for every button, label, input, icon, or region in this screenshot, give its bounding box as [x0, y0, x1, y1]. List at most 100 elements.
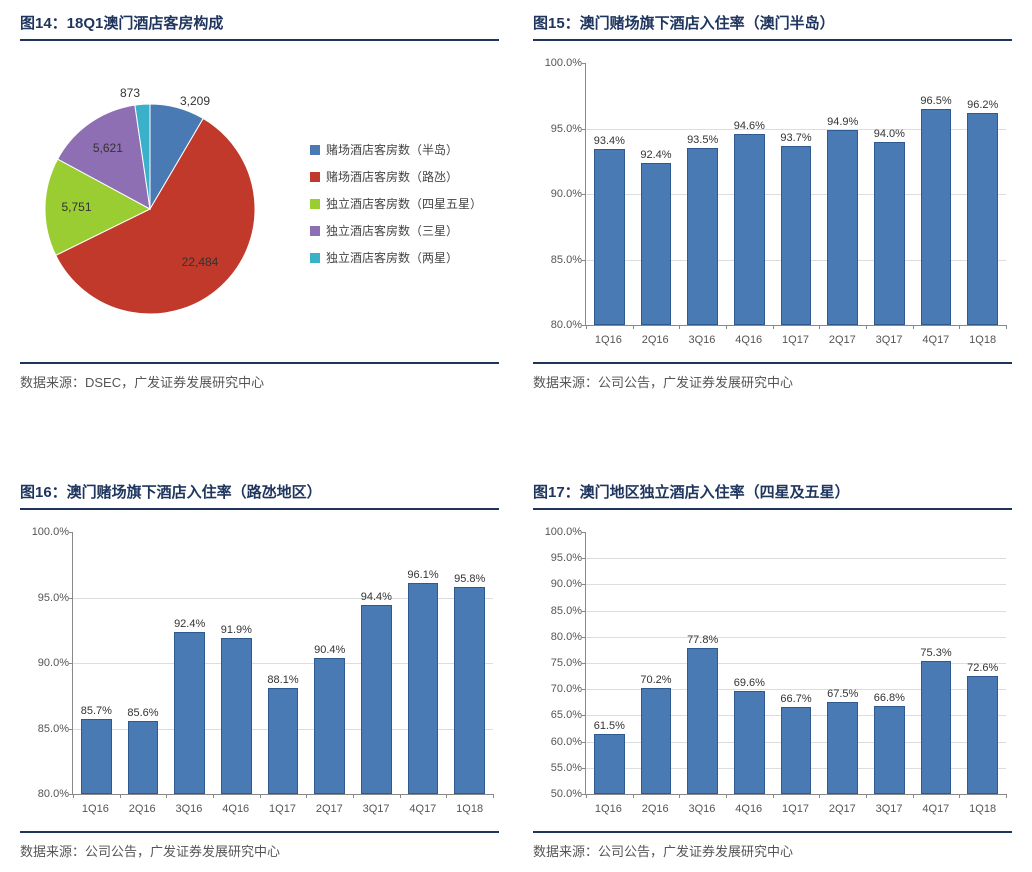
- bar-slot: 93.4%: [586, 63, 633, 325]
- x-axis-label: 1Q18: [959, 799, 1006, 823]
- bar-value-label: 66.8%: [874, 692, 905, 704]
- bar: [967, 113, 998, 325]
- bar-slot: 88.1%: [260, 532, 307, 794]
- x-axis-label: 1Q16: [72, 799, 119, 823]
- pie-canvas: 3,20922,4845,7515,621873: [20, 79, 300, 329]
- y-axis-label: 100.0%: [32, 526, 73, 538]
- bar: [687, 648, 718, 794]
- x-axis-label: 2Q17: [819, 330, 866, 354]
- y-axis-label: 80.0%: [551, 319, 586, 331]
- pie-value-label: 873: [120, 86, 140, 100]
- bar-chart: 50.0%55.0%60.0%65.0%70.0%75.0%80.0%85.0%…: [533, 522, 1012, 823]
- x-axis-label: 4Q17: [399, 799, 446, 823]
- bar-value-label: 61.5%: [594, 720, 625, 732]
- y-axis-label: 95.0%: [551, 552, 586, 564]
- y-axis-label: 60.0%: [551, 736, 586, 748]
- x-axis-label: 3Q16: [166, 799, 213, 823]
- panel-source: 数据来源：公司公告，广发证券发展研究中心: [533, 831, 1012, 860]
- x-axis-label: 1Q17: [259, 799, 306, 823]
- pie-legend: 赌场酒店客房数（半岛）赌场酒店客房数（路氹）独立酒店客房数（四星五星）独立酒店客…: [310, 131, 482, 276]
- pie-value-label: 22,484: [182, 255, 219, 269]
- bar: [594, 149, 625, 325]
- panel-fig14: 图14：18Q1澳门酒店客房构成 3,20922,4845,7515,62187…: [20, 12, 499, 391]
- bar: [967, 676, 998, 794]
- bar: [128, 721, 159, 794]
- y-axis-label: 80.0%: [551, 631, 586, 643]
- bar-value-label: 94.0%: [874, 128, 905, 140]
- bar-slot: 96.2%: [959, 63, 1006, 325]
- legend-item: 独立酒店客房数（四星五星）: [310, 195, 482, 212]
- bar: [781, 707, 812, 795]
- x-axis-label: 1Q17: [772, 799, 819, 823]
- bar-value-label: 91.9%: [221, 624, 252, 636]
- bar-value-label: 85.7%: [81, 705, 112, 717]
- y-axis-label: 100.0%: [545, 526, 586, 538]
- bar-slot: 66.8%: [866, 532, 913, 794]
- legend-swatch: [310, 145, 320, 155]
- panel-source: 数据来源：公司公告，广发证券发展研究中心: [20, 831, 499, 860]
- x-axis-label: 2Q16: [632, 799, 679, 823]
- panel-title: 图17：澳门地区独立酒店入住率（四星及五星）: [533, 481, 1012, 510]
- bar: [641, 163, 672, 325]
- bar-slot: 92.4%: [166, 532, 213, 794]
- bar-value-label: 90.4%: [314, 644, 345, 656]
- bar-slot: 69.6%: [726, 532, 773, 794]
- y-axis-label: 90.0%: [38, 657, 73, 669]
- panel-title: 图16：澳门赌场旗下酒店入住率（路氹地区）: [20, 481, 499, 510]
- pie-value-label: 5,751: [61, 199, 91, 213]
- legend-item: 赌场酒店客房数（路氹）: [310, 168, 482, 185]
- bar-value-label: 95.8%: [454, 573, 485, 585]
- bar-slot: 85.6%: [120, 532, 167, 794]
- bar-value-label: 94.9%: [827, 116, 858, 128]
- bar-value-label: 70.2%: [640, 674, 671, 686]
- bar-value-label: 69.6%: [734, 677, 765, 689]
- bar-slot: 72.6%: [959, 532, 1006, 794]
- legend-label: 独立酒店客房数（两星）: [326, 249, 458, 266]
- x-axis-label: 1Q18: [446, 799, 493, 823]
- bar-chart: 80.0%85.0%90.0%95.0%100.0%93.4%92.4%93.5…: [533, 53, 1012, 354]
- bar: [874, 706, 905, 794]
- bar-value-label: 88.1%: [267, 674, 298, 686]
- panel-source: 数据来源：DSEC，广发证券发展研究中心: [20, 362, 499, 391]
- bar-value-label: 96.1%: [407, 569, 438, 581]
- bar: [921, 109, 952, 325]
- bar-slot: 90.4%: [306, 532, 353, 794]
- bar-value-label: 96.2%: [967, 99, 998, 111]
- y-axis-label: 90.0%: [551, 188, 586, 200]
- y-axis-label: 85.0%: [551, 254, 586, 266]
- bar-slot: 85.7%: [73, 532, 120, 794]
- bar-value-label: 66.7%: [780, 693, 811, 705]
- plot-area: 80.0%85.0%90.0%95.0%100.0%85.7%85.6%92.4…: [72, 532, 493, 795]
- bar-value-label: 77.8%: [687, 634, 718, 646]
- bar-slot: 94.0%: [866, 63, 913, 325]
- x-axis-label: 4Q16: [725, 330, 772, 354]
- y-axis-label: 85.0%: [38, 723, 73, 735]
- panel-source: 数据来源：公司公告，广发证券发展研究中心: [533, 362, 1012, 391]
- bar: [174, 632, 205, 794]
- x-axis-label: 2Q17: [306, 799, 353, 823]
- y-axis-label: 100.0%: [545, 57, 586, 69]
- x-axis-label: 3Q17: [866, 799, 913, 823]
- legend-item: 独立酒店客房数（三星）: [310, 222, 482, 239]
- x-axis-label: 3Q16: [679, 330, 726, 354]
- bar-slot: 95.8%: [446, 532, 493, 794]
- bar-value-label: 92.4%: [174, 618, 205, 630]
- y-axis-label: 55.0%: [551, 762, 586, 774]
- y-axis-label: 85.0%: [551, 605, 586, 617]
- legend-label: 独立酒店客房数（三星）: [326, 222, 458, 239]
- panel-fig15: 图15：澳门赌场旗下酒店入住率（澳门半岛） 80.0%85.0%90.0%95.…: [533, 12, 1012, 391]
- bar-value-label: 93.4%: [594, 135, 625, 147]
- x-axis-label: 2Q16: [119, 799, 166, 823]
- y-axis-label: 80.0%: [38, 788, 73, 800]
- x-axis-label: 1Q18: [959, 330, 1006, 354]
- bar-value-label: 67.5%: [827, 688, 858, 700]
- bar-slot: 67.5%: [819, 532, 866, 794]
- bar: [81, 719, 112, 794]
- x-axis-label: 3Q16: [679, 799, 726, 823]
- bar: [874, 142, 905, 325]
- pie-chart: 3,20922,4845,7515,621873 赌场酒店客房数（半岛）赌场酒店…: [20, 53, 499, 354]
- legend-label: 赌场酒店客房数（路氹）: [326, 168, 458, 185]
- bar-value-label: 94.6%: [734, 120, 765, 132]
- bar: [921, 661, 952, 794]
- bar-slot: 66.7%: [773, 532, 820, 794]
